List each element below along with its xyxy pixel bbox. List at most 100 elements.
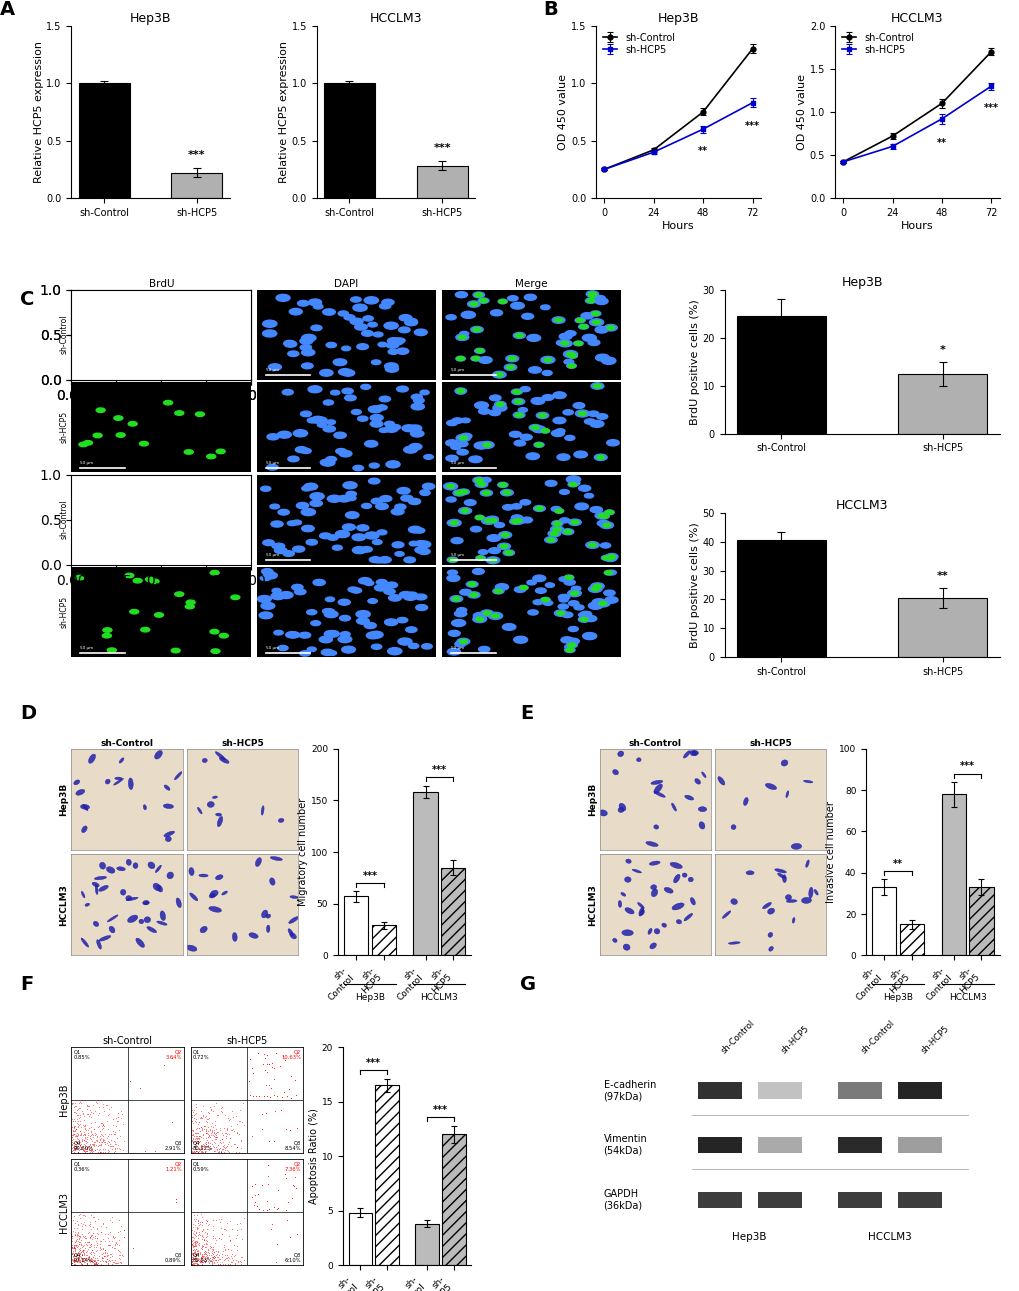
Circle shape (584, 418, 595, 425)
Circle shape (553, 611, 567, 616)
Point (96, 1101, 112, 1122)
Bar (372, 926, 395, 955)
Point (75, 1130, 92, 1150)
Point (96, 1131, 112, 1152)
Ellipse shape (786, 900, 796, 902)
Circle shape (278, 510, 289, 515)
Circle shape (384, 421, 394, 426)
Point (288, 1224, 305, 1245)
Point (104, 1135, 120, 1155)
Circle shape (110, 363, 119, 367)
Ellipse shape (189, 868, 194, 875)
Text: Hep3B: Hep3B (882, 993, 912, 1002)
Point (75, 1247, 92, 1268)
Point (198, 1251, 214, 1272)
Point (285, 1175, 302, 1195)
Bar (968, 887, 993, 955)
Point (65, 1238, 82, 1259)
Point (212, 1121, 228, 1141)
Point (200, 1101, 216, 1122)
Circle shape (504, 551, 513, 555)
Point (189, 1232, 205, 1252)
Circle shape (457, 608, 467, 613)
Point (183, 1233, 200, 1254)
Point (72, 1136, 89, 1157)
Point (200, 1215, 216, 1235)
Circle shape (473, 478, 485, 483)
Text: 50 μm: 50 μm (265, 646, 278, 649)
Point (82, 1228, 98, 1248)
Circle shape (605, 554, 618, 560)
Point (190, 1212, 206, 1233)
Point (85, 1103, 101, 1123)
Point (196, 1230, 212, 1251)
Point (72, 1251, 89, 1272)
Circle shape (564, 580, 575, 585)
Circle shape (326, 630, 339, 636)
Point (202, 1133, 218, 1154)
Point (78, 1255, 95, 1276)
Point (81, 1248, 97, 1269)
Point (265, 1084, 281, 1105)
Text: HCCLM3: HCCLM3 (948, 993, 985, 1002)
Point (100, 1135, 116, 1155)
Point (74, 1139, 91, 1159)
Point (76, 1141, 93, 1162)
Point (220, 1131, 236, 1152)
Text: sh-Control: sh-Control (859, 1019, 896, 1056)
Point (74, 1255, 91, 1276)
Point (103, 1135, 119, 1155)
Point (87, 1248, 103, 1269)
Point (156, 1055, 172, 1075)
Point (72, 1135, 89, 1155)
Circle shape (592, 320, 600, 324)
Point (92, 1121, 108, 1141)
Point (88, 1254, 104, 1274)
Point (183, 1105, 200, 1126)
Circle shape (327, 534, 338, 540)
Point (69, 1251, 86, 1272)
Point (194, 1246, 210, 1266)
Circle shape (261, 603, 274, 609)
Circle shape (473, 328, 481, 332)
Circle shape (301, 448, 311, 453)
Point (96, 1139, 112, 1159)
Ellipse shape (731, 825, 736, 830)
Point (220, 1239, 236, 1260)
Point (67, 1135, 84, 1155)
Text: Q1
0.85%: Q1 0.85% (73, 1050, 91, 1060)
Point (268, 1233, 284, 1254)
Ellipse shape (89, 754, 96, 763)
Point (199, 1132, 215, 1153)
Point (202, 1235, 218, 1256)
Point (199, 1247, 215, 1268)
Y-axis label: HCCLM3: HCCLM3 (587, 884, 596, 926)
Circle shape (578, 612, 588, 617)
Circle shape (506, 365, 514, 369)
Point (103, 1207, 119, 1228)
Point (72, 1143, 89, 1163)
Point (200, 1135, 216, 1155)
Point (205, 1239, 221, 1260)
Point (202, 1143, 218, 1163)
Point (234, 1093, 251, 1114)
Circle shape (560, 636, 573, 643)
Ellipse shape (289, 933, 297, 939)
Point (209, 1252, 225, 1273)
Point (194, 1135, 210, 1155)
Point (76, 1238, 93, 1259)
Circle shape (369, 463, 379, 469)
Point (229, 1137, 246, 1158)
Point (201, 1139, 217, 1159)
Point (208, 1124, 224, 1145)
Circle shape (330, 390, 339, 395)
Circle shape (475, 349, 483, 352)
X-axis label: Hours: Hours (661, 221, 694, 231)
Point (200, 1127, 216, 1148)
Point (74, 1241, 91, 1261)
Point (92, 1128, 108, 1149)
Ellipse shape (672, 902, 684, 910)
Circle shape (597, 514, 605, 518)
Point (194, 1235, 210, 1256)
Point (219, 1136, 235, 1157)
